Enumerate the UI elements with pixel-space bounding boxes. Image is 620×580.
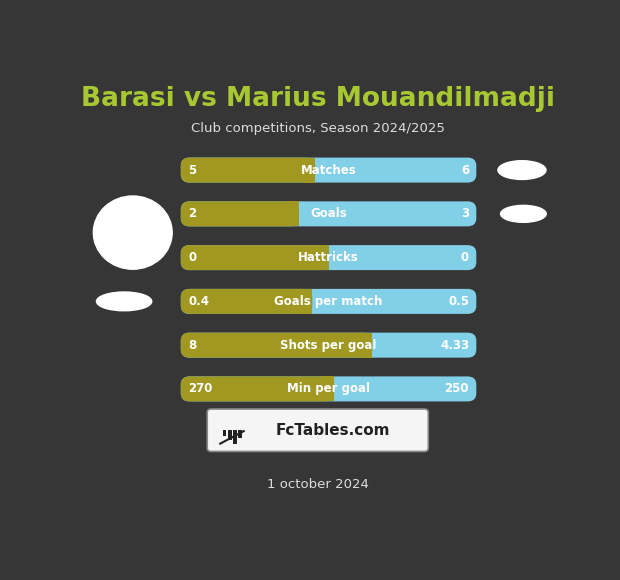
Bar xyxy=(317,245,329,270)
FancyBboxPatch shape xyxy=(181,289,476,314)
Ellipse shape xyxy=(500,205,546,222)
Text: 6: 6 xyxy=(461,164,469,176)
Text: Barasi vs Marius Mouandilmadji: Barasi vs Marius Mouandilmadji xyxy=(81,86,555,111)
Ellipse shape xyxy=(97,292,152,311)
FancyBboxPatch shape xyxy=(181,333,372,358)
Text: 0.5: 0.5 xyxy=(448,295,469,308)
FancyBboxPatch shape xyxy=(181,245,476,270)
Text: 4.33: 4.33 xyxy=(440,339,469,351)
Bar xyxy=(239,430,242,438)
Text: 3: 3 xyxy=(461,208,469,220)
Bar xyxy=(361,333,372,358)
FancyBboxPatch shape xyxy=(181,201,476,226)
FancyBboxPatch shape xyxy=(207,409,428,451)
Circle shape xyxy=(94,196,172,269)
Text: Goals: Goals xyxy=(310,208,347,220)
Bar xyxy=(233,430,237,444)
FancyBboxPatch shape xyxy=(181,158,315,183)
Text: 2: 2 xyxy=(188,208,196,220)
Text: 8: 8 xyxy=(188,339,197,351)
Bar xyxy=(323,376,334,401)
Text: 270: 270 xyxy=(188,382,213,396)
FancyBboxPatch shape xyxy=(181,376,476,401)
FancyBboxPatch shape xyxy=(181,333,476,358)
Text: Shots per goal: Shots per goal xyxy=(280,339,377,351)
Bar xyxy=(301,289,312,314)
Text: 0: 0 xyxy=(461,251,469,264)
Text: Hattricks: Hattricks xyxy=(298,251,359,264)
Text: Goals per match: Goals per match xyxy=(275,295,383,308)
Text: Club competitions, Season 2024/2025: Club competitions, Season 2024/2025 xyxy=(191,122,445,135)
Ellipse shape xyxy=(498,161,546,179)
FancyBboxPatch shape xyxy=(181,201,299,226)
Text: Matches: Matches xyxy=(301,164,356,176)
Text: Min per goal: Min per goal xyxy=(287,382,370,396)
Bar xyxy=(223,430,226,436)
Text: 5: 5 xyxy=(188,164,197,176)
FancyBboxPatch shape xyxy=(181,376,334,401)
Bar xyxy=(288,201,299,226)
Bar xyxy=(228,430,232,440)
Text: 250: 250 xyxy=(445,382,469,396)
Text: FcTables.com: FcTables.com xyxy=(276,423,391,438)
Bar xyxy=(304,158,315,183)
Text: 1 october 2024: 1 october 2024 xyxy=(267,477,369,491)
FancyBboxPatch shape xyxy=(181,158,476,183)
Text: 0: 0 xyxy=(188,251,196,264)
Text: 0.4: 0.4 xyxy=(188,295,209,308)
FancyBboxPatch shape xyxy=(181,245,329,270)
FancyBboxPatch shape xyxy=(181,289,312,314)
